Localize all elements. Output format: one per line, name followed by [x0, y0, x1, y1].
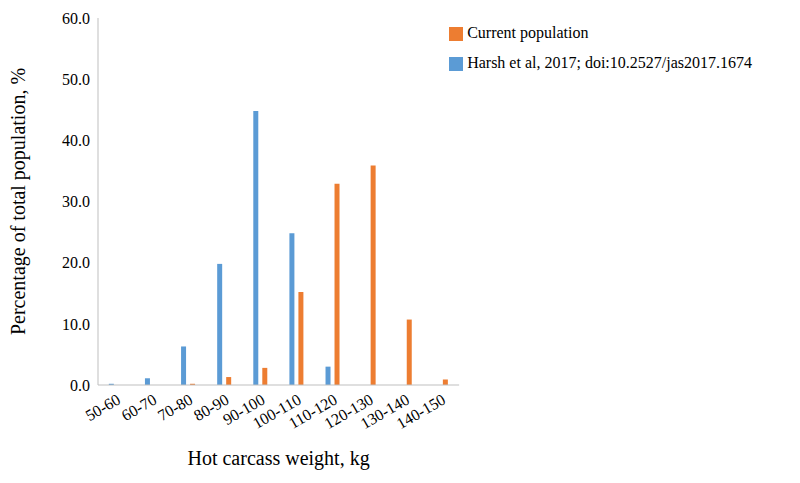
- svg-text:Percentage of total population: Percentage of total population, %: [8, 68, 30, 335]
- svg-text:90-100: 90-100: [219, 390, 268, 429]
- svg-text:80-90: 80-90: [190, 390, 232, 425]
- svg-text:140-150: 140-150: [394, 391, 449, 432]
- svg-text:0.0: 0.0: [70, 377, 90, 394]
- svg-text:40.0: 40.0: [62, 132, 90, 149]
- svg-text:70-80: 70-80: [155, 391, 196, 424]
- svg-text:30.0: 30.0: [62, 193, 90, 210]
- svg-text:110-120: 110-120: [285, 390, 340, 432]
- html-text:Harsh et al, 2017; doi:10.2527: Harsh et al, 2017; doi:10.2527/jas2017.1…: [467, 54, 752, 71]
- svg-text:20.0: 20.0: [62, 254, 90, 271]
- svg-text:Hot carcass weight, kg: Hot carcass weight, kg: [187, 447, 369, 470]
- svg-text:60-70: 60-70: [119, 391, 160, 424]
- svg-text:130-140: 130-140: [357, 390, 413, 433]
- html-text:Current population: Current population: [467, 24, 589, 41]
- svg-text:50.0: 50.0: [62, 71, 90, 88]
- svg-text:120-130: 120-130: [321, 390, 376, 433]
- svg-text:50-60: 50-60: [82, 391, 123, 424]
- svg-text:10.0: 10.0: [62, 316, 90, 333]
- svg-text:60.0: 60.0: [62, 10, 90, 27]
- svg-text:100-110: 100-110: [249, 390, 304, 432]
